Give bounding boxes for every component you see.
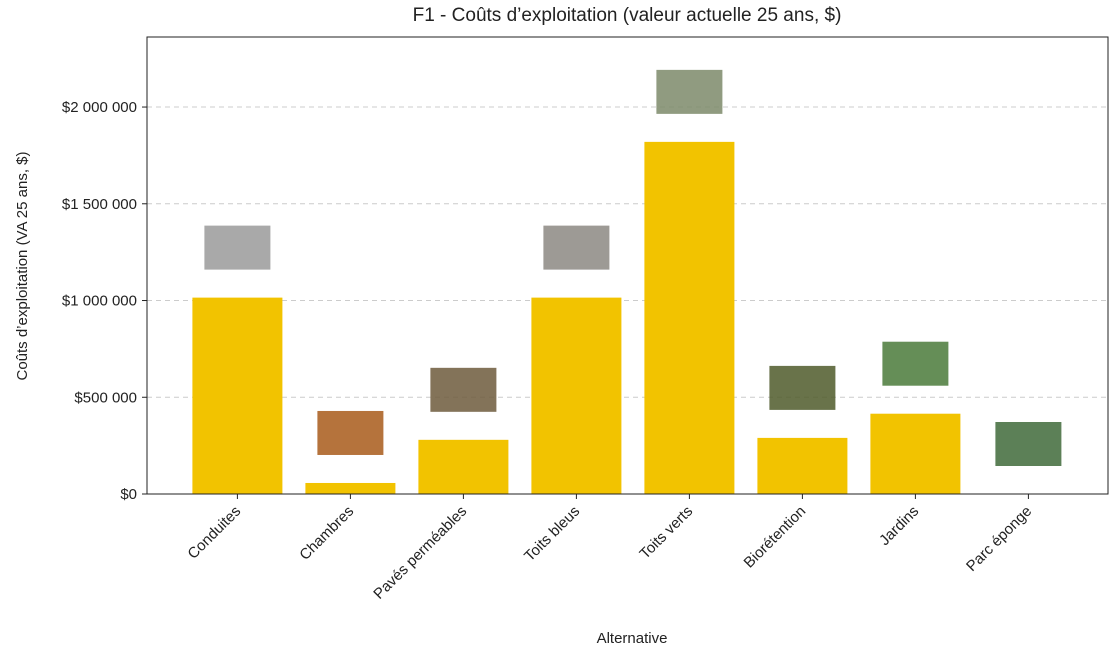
- bar: [870, 413, 961, 494]
- bar: [305, 482, 396, 494]
- x-tick-label: Toits bleus: [521, 503, 583, 565]
- thumbnail: [882, 341, 949, 386]
- x-tick-label: Toits verts: [636, 503, 696, 563]
- y-tick-label: $1 500 000: [62, 196, 137, 213]
- y-tick-label: $2 000 000: [62, 99, 137, 116]
- x-tick-label: Conduites: [184, 503, 244, 563]
- x-tick-label: Jardins: [876, 503, 922, 549]
- bar: [644, 141, 735, 494]
- thumbnail: [656, 69, 723, 114]
- bar: [531, 297, 622, 494]
- x-tick-label: Pavés perméables: [370, 503, 470, 603]
- y-tick-label: $1 000 000: [62, 293, 137, 310]
- bar: [192, 297, 283, 494]
- thumbnail: [430, 367, 497, 412]
- bar: [757, 437, 848, 494]
- chart-title: F1 - Coûts d’exploitation (valeur actuel…: [413, 5, 842, 26]
- x-tick-label: Parc éponge: [963, 503, 1035, 575]
- thumbnail: [769, 365, 836, 410]
- plot-frame: [146, 36, 1109, 495]
- y-tick-label: $0: [120, 486, 137, 503]
- thumbnail: [995, 422, 1062, 466]
- thumbnail: [204, 225, 271, 270]
- x-tick-label: Chambres: [296, 503, 357, 564]
- x-tick-label: Biorétention: [741, 503, 810, 572]
- bar: [418, 439, 509, 494]
- x-axis-label: Alternative: [597, 630, 668, 647]
- thumbnail: [317, 410, 384, 455]
- y-axis-label: Coûts d’exploitation (VA 25 ans, $): [14, 151, 31, 380]
- y-tick-label: $500 000: [74, 389, 137, 406]
- thumbnail: [543, 225, 610, 270]
